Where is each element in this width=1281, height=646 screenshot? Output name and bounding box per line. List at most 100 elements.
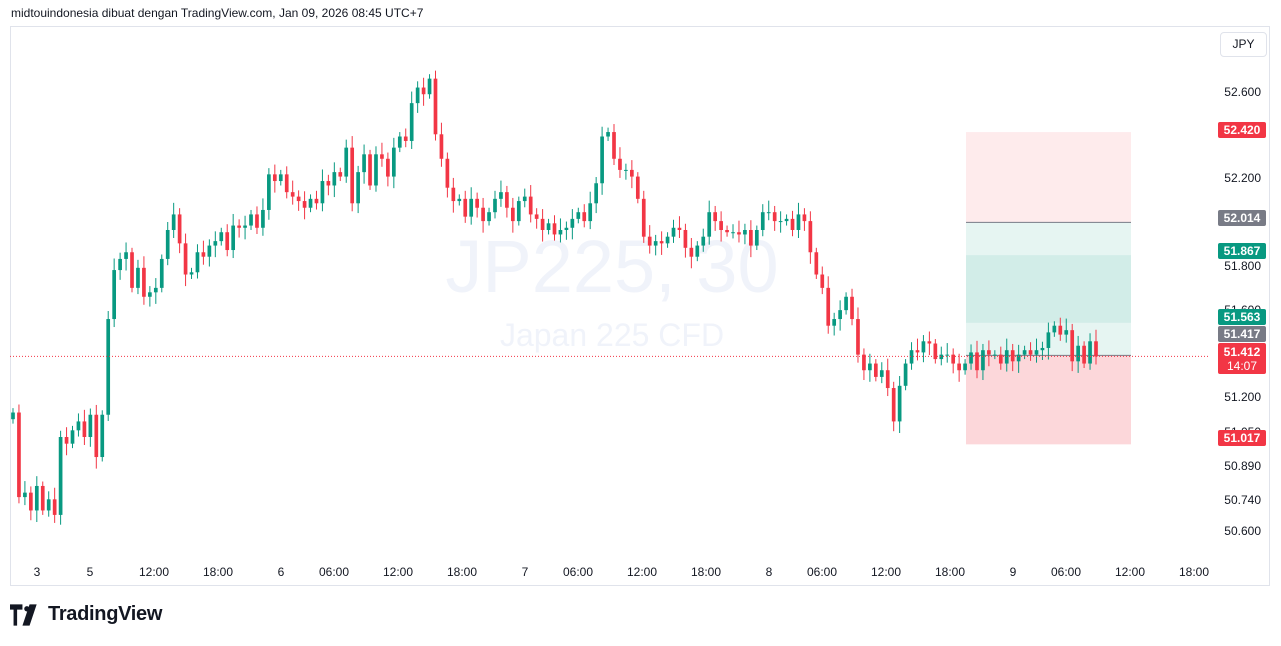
price-label: 51.867 bbox=[1218, 243, 1266, 259]
candle-body bbox=[868, 363, 872, 371]
candle bbox=[427, 74, 432, 99]
candle-body bbox=[255, 214, 259, 228]
candle bbox=[34, 476, 39, 523]
candle bbox=[1016, 344, 1021, 373]
candle bbox=[380, 142, 384, 167]
candle-body bbox=[576, 212, 581, 219]
candle bbox=[796, 202, 801, 239]
candle-body bbox=[130, 252, 134, 288]
candle bbox=[1034, 338, 1039, 363]
candles bbox=[11, 70, 1098, 525]
candle bbox=[469, 187, 474, 225]
candle bbox=[933, 339, 938, 364]
candle-body bbox=[1028, 350, 1033, 355]
candle-body bbox=[213, 241, 218, 246]
x-tick-label: 06:00 bbox=[319, 565, 349, 579]
candle-body bbox=[981, 350, 985, 371]
candle bbox=[653, 234, 658, 256]
candle-body bbox=[802, 214, 807, 222]
candle-body bbox=[29, 492, 33, 511]
candle bbox=[689, 238, 694, 269]
candle bbox=[820, 266, 825, 295]
x-tick-label: 12:00 bbox=[383, 565, 413, 579]
candle bbox=[499, 180, 503, 207]
candle bbox=[576, 207, 581, 224]
candle-body bbox=[11, 412, 15, 420]
candle bbox=[862, 348, 866, 381]
candle-body bbox=[88, 414, 93, 437]
price-label-text: 51.417 bbox=[1224, 327, 1261, 341]
candle bbox=[814, 247, 819, 279]
candle-body bbox=[701, 236, 706, 246]
candle bbox=[582, 204, 587, 228]
candle bbox=[903, 359, 908, 391]
candle-body bbox=[1040, 347, 1045, 351]
x-tick-label: 3 bbox=[34, 565, 41, 579]
candle-body bbox=[308, 198, 313, 208]
candle-body bbox=[409, 103, 414, 141]
candle-body bbox=[814, 252, 819, 275]
candle bbox=[374, 146, 378, 192]
candle bbox=[885, 358, 890, 397]
y-tick-label: 50.600 bbox=[1224, 524, 1261, 538]
candle-body bbox=[487, 212, 491, 222]
time-axis[interactable]: 3 5 12:00 18:00 6 06:00 12:00 18:00 7 06:00 12:00 1… bbox=[34, 565, 1210, 579]
watermark-symbol: JP225, 30 bbox=[445, 225, 778, 308]
candle-body bbox=[261, 209, 265, 228]
candle-body bbox=[40, 485, 45, 511]
candle-body bbox=[439, 134, 444, 159]
candle bbox=[76, 413, 81, 437]
candle bbox=[391, 137, 396, 189]
candle-body bbox=[397, 136, 402, 148]
candle bbox=[1010, 343, 1015, 372]
candle bbox=[1052, 321, 1057, 337]
candle-body bbox=[522, 196, 527, 202]
candle bbox=[516, 196, 521, 226]
candle bbox=[1070, 323, 1075, 372]
candle bbox=[725, 225, 729, 237]
candle-body bbox=[1010, 350, 1015, 362]
candle bbox=[463, 190, 468, 223]
candle-body bbox=[1022, 350, 1027, 355]
candle-body bbox=[231, 225, 236, 251]
candle bbox=[511, 197, 515, 233]
currency-button[interactable]: JPY bbox=[1220, 32, 1267, 57]
candle bbox=[487, 207, 491, 226]
candle-body bbox=[772, 212, 777, 222]
candle-body bbox=[118, 258, 122, 271]
candle-body bbox=[939, 354, 944, 360]
candle-body bbox=[927, 341, 932, 344]
candle-body bbox=[415, 87, 420, 104]
candle-body bbox=[207, 245, 212, 257]
candle-body bbox=[380, 154, 384, 159]
candle bbox=[350, 136, 355, 212]
candle-body bbox=[909, 350, 914, 364]
candle-body bbox=[237, 225, 241, 228]
candle bbox=[445, 152, 450, 198]
target-zone-inner bbox=[966, 255, 1131, 323]
y-tick-label: 50.890 bbox=[1224, 459, 1261, 473]
candle-body bbox=[987, 350, 991, 355]
candle bbox=[237, 219, 241, 238]
position-tool[interactable] bbox=[966, 132, 1131, 445]
price-label-text: 52.014 bbox=[1224, 211, 1261, 225]
candle bbox=[612, 124, 616, 166]
candle-body bbox=[963, 363, 967, 371]
candle-body bbox=[451, 187, 456, 202]
candle-body bbox=[659, 241, 664, 244]
tradingview-logo[interactable]: TradingView bbox=[10, 603, 162, 626]
candle-body bbox=[1076, 345, 1080, 362]
candle bbox=[118, 252, 122, 280]
candle bbox=[261, 198, 265, 236]
candle-body bbox=[731, 232, 735, 234]
candle bbox=[278, 169, 283, 186]
candle bbox=[731, 224, 735, 239]
candle-body bbox=[356, 172, 360, 204]
x-tick-label: 06:00 bbox=[807, 565, 837, 579]
candle-body bbox=[689, 247, 694, 257]
candle-body bbox=[112, 270, 117, 320]
candle bbox=[534, 208, 539, 229]
candle bbox=[1058, 317, 1063, 341]
candle bbox=[671, 219, 676, 243]
